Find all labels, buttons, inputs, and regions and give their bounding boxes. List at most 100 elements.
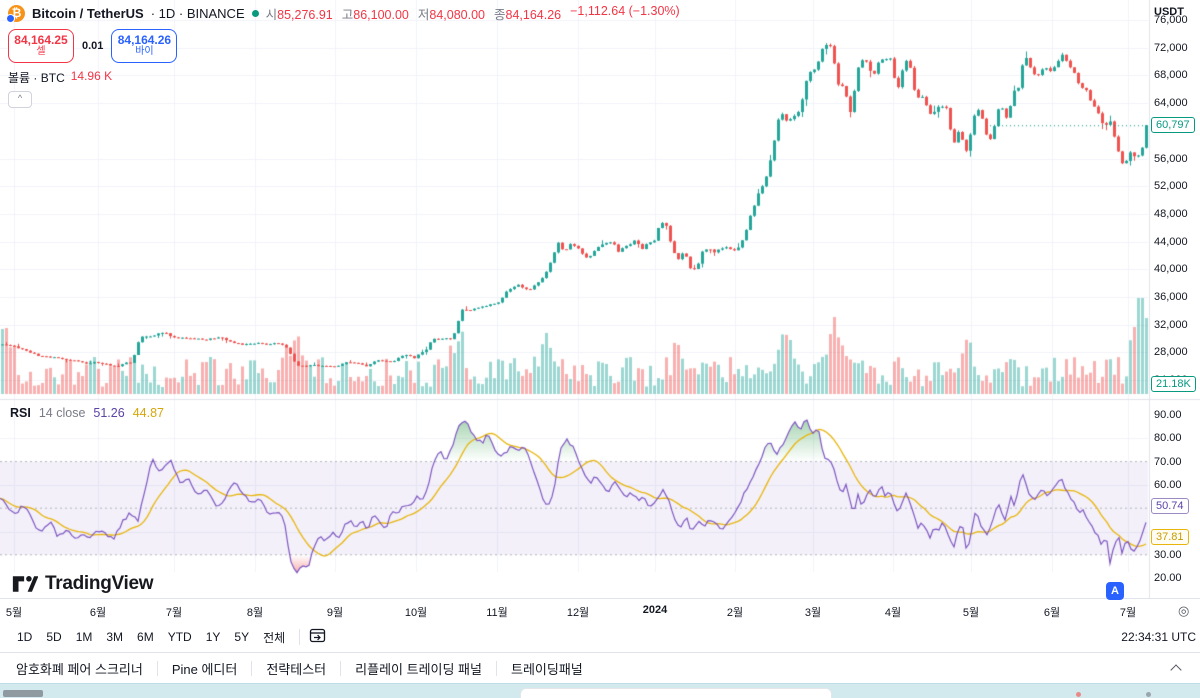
price-axis-label: 52,000 [1154,180,1188,193]
close-value: 84,164.26 [505,7,562,22]
rsi-axis-label: 70.00 [1154,455,1182,468]
symbol-title[interactable]: Bitcoin / TetherUS [32,5,144,21]
volume-indicator-label[interactable]: 볼륨 · BTC [8,71,65,85]
range-button-ytd[interactable]: YTD [161,627,199,647]
month-label: 9월 [326,607,344,619]
sell-price: 84,164.25 [14,33,68,48]
low-label: 저 [417,7,430,22]
sell-label: 셀 [36,46,46,58]
month-label: 6월 [89,607,107,619]
range-button-1d[interactable]: 1D [10,627,39,647]
last-volume-badge: 21.18K [1151,376,1196,392]
high-label: 고 [341,7,354,22]
spread-value: 0.01 [82,40,104,52]
scroll-to-realtime-icon[interactable]: ◎ [1178,603,1190,618]
range-button-5y[interactable]: 5Y [227,627,256,647]
price-axis-label: 44,000 [1154,235,1188,248]
background-window-dot [1146,692,1151,697]
open-panel-chevron-icon[interactable] [1171,663,1182,674]
legend-collapse-button[interactable]: ^ [8,91,32,108]
range-button-6m[interactable]: 6M [130,627,161,647]
clock-utc[interactable]: 22:34:31 UTC [1121,630,1196,644]
price-axis-label: 56,000 [1154,152,1188,165]
month-label: 2월 [726,607,744,619]
date-range-buttons: 1D 5D 1M 3M 6M YTD 1Y 5Y 전체 [10,626,292,649]
tradingview-logo[interactable]: TradingView [12,572,154,596]
month-label: 5월 [962,607,980,619]
background-window-text-fragment [3,690,43,697]
range-button-전체[interactable]: 전체 [256,626,292,649]
month-label: 5월 [5,607,23,619]
symbol-interval-exchange[interactable]: · 1D · BINANCE [150,5,245,21]
bottom-tab[interactable]: 전략테스터 [266,661,327,677]
month-label: 4월 [884,607,902,619]
month-label: 6월 [1043,607,1061,619]
rsi-title: RSI [10,406,31,420]
rsi-value-badge: 50.74 [1151,498,1189,515]
month-label: 11월 [486,607,508,619]
rsi-axis-label: 20.00 [1154,572,1182,585]
go-to-date-button[interactable] [307,627,327,647]
price-axis-label: 64,000 [1154,97,1188,110]
month-label: 12월 [566,607,590,619]
month-label: 7월 [1119,607,1137,619]
buy-button[interactable]: 84,164.26 바이 [111,29,178,63]
axis-currency-label: USDT [1154,6,1184,18]
background-window-dot [1076,692,1081,697]
month-label: 7월 [165,607,183,619]
price-axis-label: 36,000 [1154,291,1188,303]
rsi-legend[interactable]: RSI 14 close 51.26 44.87 [10,406,164,420]
rsi-current-value: 51.26 [93,406,125,420]
sell-button[interactable]: 84,164.25 셀 [8,29,74,63]
price-axis-label: 48,000 [1154,207,1188,220]
close-label: 종 [494,7,506,22]
time-axis[interactable]: ◎ 5월 6월 7월 8월 9월 10월 11월 12월 2024 2월 3월 4월 5월 6월 7월 [0,598,1200,623]
month-label: 10월 [404,607,428,619]
bottom-tabs: 암호화폐 페어 스크리너 Pine 에디터 전략테스터 리플레이 트레이딩 패널 트레이… [2,659,597,678]
rsi-ma-value-badge: 37.81 [1151,528,1189,545]
rsi-axis-label: 80.00 [1154,432,1182,445]
tradingview-logo-icon [12,576,38,592]
tradingview-logo-text: TradingView [45,573,154,594]
bottom-tabs-row: 암호화폐 페어 스크리너 Pine 에디터 전략테스터 리플레이 트레이딩 패널 트레이… [0,652,1200,683]
bottom-toolbar: 1D 5D 1M 3M 6M YTD 1Y 5Y 전체 22:34:31 UTC [0,622,1200,652]
price-axis-label: 68,000 [1154,69,1188,82]
price-axis-label: 28,000 [1154,346,1188,359]
range-button-3m[interactable]: 3M [99,627,130,647]
rsi-ma-current-value: 44.87 [132,406,164,420]
price-axis-label: 32,000 [1154,318,1188,331]
volume-indicator-value: 14.96 K [70,69,113,83]
tab-divider [251,660,253,676]
high-value: 86,100.00 [353,7,409,22]
open-value: 85,276.91 [277,7,333,22]
ad-badge[interactable]: A [1106,582,1124,600]
market-status-dot-icon [251,9,259,17]
month-label: 2024 [642,604,668,616]
background-window-strip [0,683,1200,698]
chart-legend: ₿ Bitcoin / TetherUS · 1D · BINANCE 시85,… [6,4,680,108]
buy-price: 84,164.26 [117,33,172,48]
bottom-tab[interactable]: 트레이딩패널 [510,661,583,677]
range-button-5d[interactable]: 5D [39,627,68,647]
tab-divider [340,660,342,676]
rsi-axis-label: 60.00 [1154,478,1182,491]
ohlc-values: 시85,276.91 고86,100.00 저84,080.00 종84,164… [266,4,680,23]
price-axis-label: 76,000 [1154,14,1188,26]
price-and-rsi-chart-canvas[interactable] [0,0,1200,598]
bottom-tab[interactable]: 암호화폐 페어 스크리너 [16,661,143,677]
bottom-tab[interactable]: 리플레이 트레이딩 패널 [355,661,482,677]
range-button-1m[interactable]: 1M [69,627,100,647]
bottom-tab[interactable]: Pine 에디터 [171,661,238,677]
change-value: −1,112.64 (−1.30%) [570,3,680,18]
rsi-axis-label: 90.00 [1154,409,1182,421]
tab-divider [156,660,158,676]
rsi-settings: 14 close [38,406,86,420]
background-window-searchbar [520,688,832,698]
rsi-axis-label: 30.00 [1154,548,1182,561]
toolbar-divider [299,629,301,645]
price-axis-label: 40,000 [1154,263,1188,276]
open-label: 시 [265,7,278,22]
price-axis-label: 72,000 [1154,41,1188,54]
range-button-1y[interactable]: 1Y [199,627,228,647]
